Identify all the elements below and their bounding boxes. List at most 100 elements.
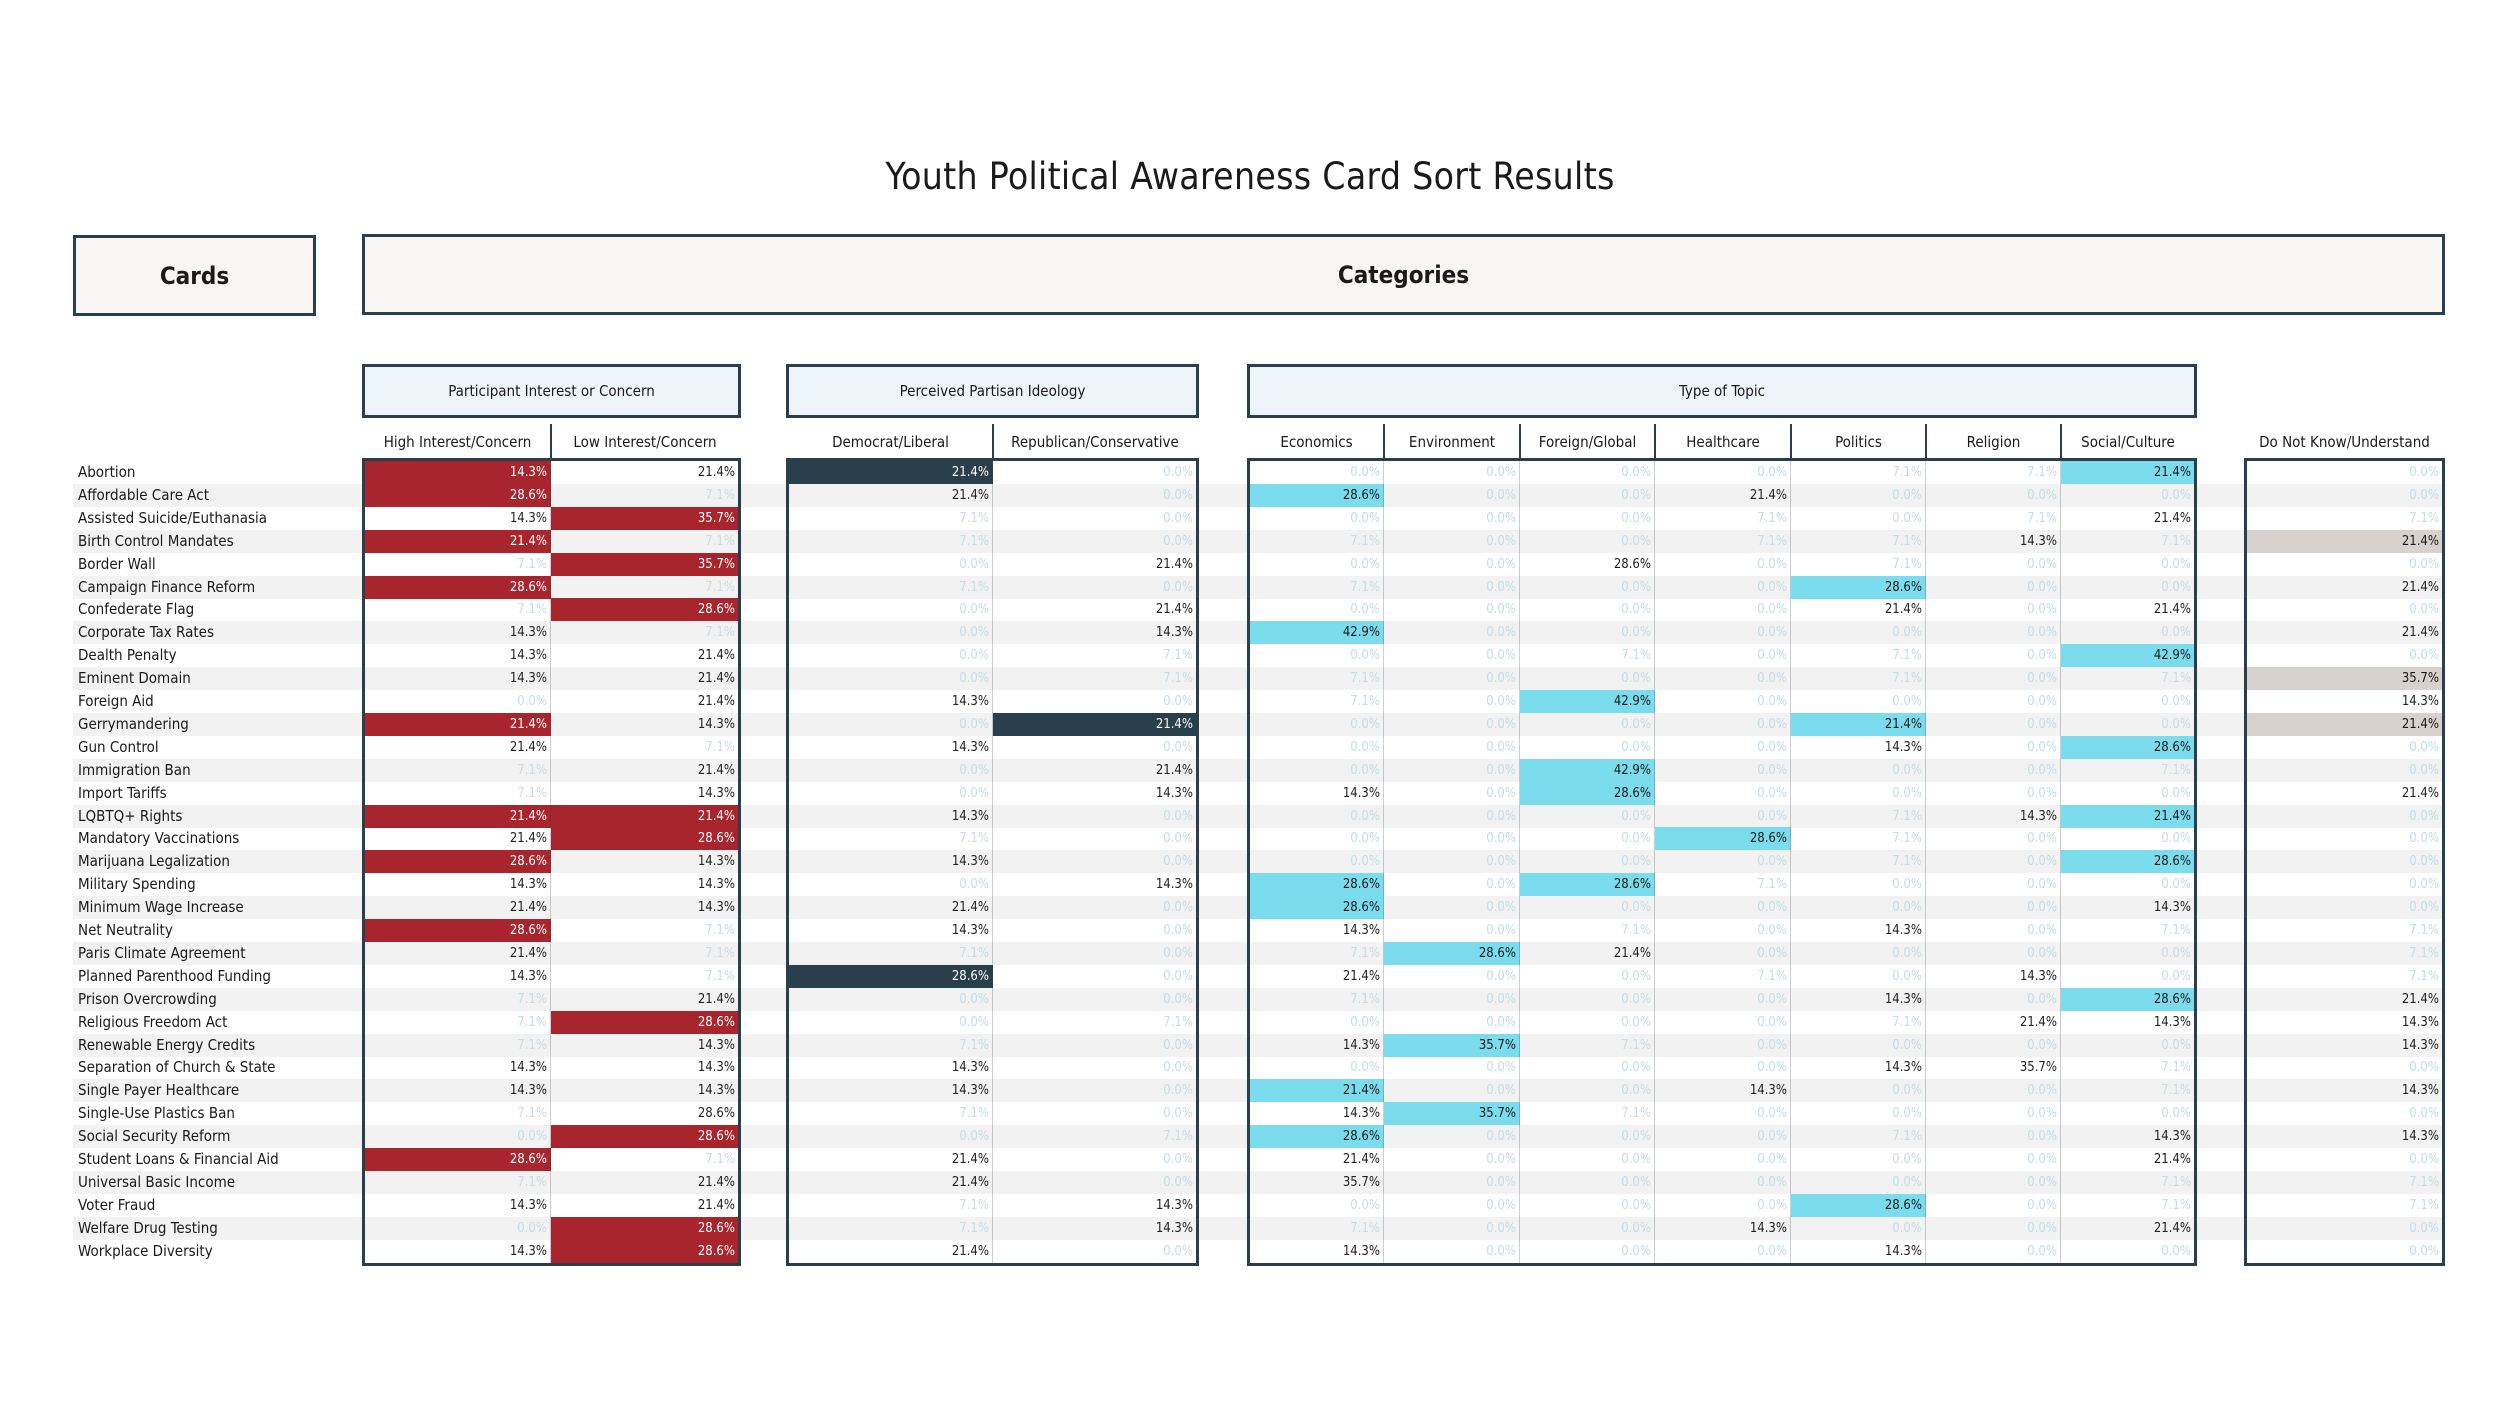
value-cell: 0.0% — [1621, 1243, 1651, 1259]
value-cell: 7.1% — [1892, 556, 1922, 572]
value-cell: 14.3% — [364, 461, 551, 484]
value-cell: 0.0% — [1486, 694, 1516, 709]
value-cell: 14.3% — [2153, 1014, 2191, 1030]
value-cell: 7.1% — [1350, 579, 1380, 595]
card-label: Workplace Diversity — [78, 1241, 213, 1260]
value-cell: 14.3% — [1884, 1243, 1922, 1259]
value-cell: 0.0% — [1163, 579, 1193, 595]
value-cell: 7.1% — [1892, 671, 1922, 687]
value-cell: 0.0% — [2027, 1197, 2057, 1213]
value-cell: 0.0% — [1163, 533, 1193, 549]
value-cell: 0.0% — [1892, 1106, 1922, 1122]
value-cell: 14.3% — [509, 1083, 547, 1099]
value-cell: 7.1% — [1757, 533, 1787, 549]
value-cell: 0.0% — [2409, 831, 2439, 847]
value-cell: 0.0% — [1757, 1243, 1787, 1259]
column-header: Economics — [1280, 433, 1353, 451]
value-cell: 14.3% — [2401, 694, 2439, 709]
value-cell: 0.0% — [2161, 1106, 2191, 1122]
value-cell: 0.0% — [2027, 1129, 2057, 1145]
value-cell: 7.1% — [705, 945, 735, 961]
column-divider — [1383, 461, 1384, 1263]
value-cell: 0.0% — [1621, 900, 1651, 916]
value-cell: 21.4% — [364, 712, 551, 736]
column-header: Low Interest/Concern — [573, 433, 717, 451]
value-cell: 21.4% — [697, 648, 735, 664]
value-cell: 7.1% — [1163, 1014, 1193, 1030]
value-cell: 28.6% — [551, 1125, 739, 1149]
column-header: Democrat/Liberal — [832, 433, 949, 451]
value-cell: 0.0% — [2161, 1243, 2191, 1259]
value-cell: 28.6% — [1655, 827, 1791, 851]
value-cell: 0.0% — [1621, 808, 1651, 824]
value-cell: 0.0% — [1621, 968, 1651, 984]
value-cell: 14.3% — [2401, 1129, 2439, 1145]
value-cell: 28.6% — [551, 827, 739, 851]
value-cell: 0.0% — [1892, 968, 1922, 984]
value-cell: 14.3% — [697, 1060, 735, 1076]
value-cell: 21.4% — [951, 1243, 989, 1259]
value-cell: 28.6% — [364, 1148, 551, 1171]
value-cell: 0.0% — [1350, 1014, 1380, 1030]
value-cell: 0.0% — [2161, 556, 2191, 572]
value-cell: 0.0% — [1621, 1083, 1651, 1099]
value-cell: 21.4% — [697, 671, 735, 687]
value-cell: 0.0% — [2027, 1037, 2057, 1053]
value-cell: 14.3% — [697, 1037, 735, 1053]
value-cell: 7.1% — [517, 602, 547, 618]
value-cell: 21.4% — [1155, 762, 1193, 778]
value-cell: 0.0% — [959, 625, 989, 641]
column-divider — [1790, 461, 1791, 1263]
value-cell: 14.3% — [1342, 1106, 1380, 1122]
value-cell: 14.3% — [697, 1083, 735, 1099]
value-cell: 0.0% — [1892, 785, 1922, 801]
value-cell: 28.6% — [551, 1216, 739, 1240]
card-label: Prison Overcrowding — [78, 989, 217, 1008]
value-cell: 0.0% — [1757, 579, 1787, 595]
value-cell: 0.0% — [1892, 1083, 1922, 1099]
value-cell: 21.4% — [697, 991, 735, 1007]
value-cell: 0.0% — [1163, 991, 1193, 1007]
value-cell: 7.1% — [1892, 854, 1922, 870]
value-cell: 0.0% — [2161, 625, 2191, 641]
value-cell: 7.1% — [1892, 808, 1922, 824]
value-cell: 0.0% — [959, 602, 989, 618]
value-cell: 14.3% — [2153, 1129, 2191, 1145]
value-cell: 0.0% — [2027, 1106, 2057, 1122]
value-cell: 0.0% — [1486, 625, 1516, 641]
value-cell: 7.1% — [1621, 1037, 1651, 1053]
value-cell: 0.0% — [1757, 739, 1787, 755]
value-cell: 0.0% — [2027, 671, 2057, 687]
value-cell: 14.3% — [1884, 1060, 1922, 1076]
value-cell: 7.1% — [959, 510, 989, 526]
value-cell: 0.0% — [1757, 602, 1787, 618]
value-cell: 0.0% — [1350, 648, 1380, 664]
categories-header: Categories — [362, 234, 2445, 315]
value-cell: 7.1% — [2409, 1174, 2439, 1190]
value-cell: 7.1% — [517, 991, 547, 1007]
value-cell: 0.0% — [2027, 923, 2057, 938]
value-cell: 21.4% — [2061, 804, 2195, 828]
value-cell: 7.1% — [517, 1174, 547, 1190]
card-label: Universal Basic Income — [78, 1172, 236, 1191]
column-divider — [2060, 461, 2061, 1263]
value-cell: 35.7% — [1342, 1174, 1380, 1190]
value-cell: 7.1% — [2409, 510, 2439, 526]
value-cell: 28.6% — [788, 964, 993, 988]
value-cell: 0.0% — [1892, 1152, 1922, 1167]
value-cell: 14.3% — [697, 716, 735, 732]
value-cell: 0.0% — [1350, 602, 1380, 618]
value-cell: 0.0% — [517, 1129, 547, 1145]
value-cell: 7.1% — [2161, 533, 2191, 549]
value-cell: 21.4% — [951, 1152, 989, 1167]
value-cell: 0.0% — [2027, 762, 2057, 778]
value-cell: 0.0% — [1350, 854, 1380, 870]
value-cell: 0.0% — [1621, 625, 1651, 641]
value-cell: 7.1% — [705, 487, 735, 503]
value-cell: 28.6% — [364, 483, 551, 507]
value-cell: 0.0% — [2027, 900, 2057, 916]
value-cell: 0.0% — [1757, 694, 1787, 709]
value-cell: 0.0% — [1163, 1152, 1193, 1167]
value-cell: 0.0% — [1621, 1060, 1651, 1076]
value-cell: 0.0% — [1621, 991, 1651, 1007]
